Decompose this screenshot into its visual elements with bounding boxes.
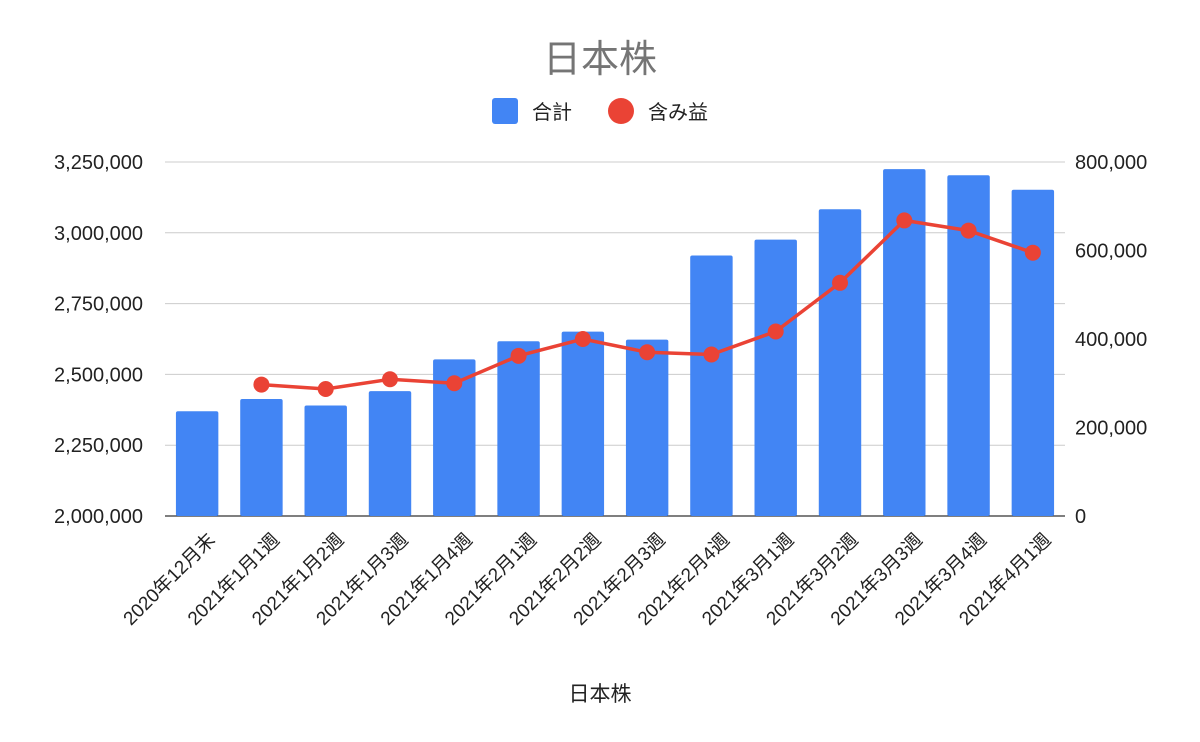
legend-item-total: 合計 <box>492 96 572 125</box>
x-axis-title: 日本株 <box>568 682 632 706</box>
y-right-tick-label: 400,000 <box>1075 329 1147 351</box>
bar <box>240 399 283 516</box>
bar <box>497 341 540 516</box>
bar <box>947 175 990 516</box>
bar <box>1011 189 1055 516</box>
line-point <box>446 375 463 392</box>
y-right-tick-label: 0 <box>1075 506 1086 528</box>
legend-swatch-unrealized <box>608 97 634 124</box>
bar <box>304 405 347 516</box>
y-left-tick-label: 3,250,000 <box>54 152 143 174</box>
y-right-tick-label: 600,000 <box>1075 241 1147 263</box>
y-left-tick-label: 3,000,000 <box>54 223 143 245</box>
line-point <box>703 346 720 363</box>
bar <box>433 359 476 516</box>
y-right-tick-label: 800,000 <box>1075 152 1147 174</box>
bar <box>625 339 669 516</box>
bar <box>175 411 219 516</box>
line-point <box>896 212 913 229</box>
y-left-tick-label: 2,500,000 <box>54 364 143 386</box>
y-right-tick-label: 200,000 <box>1075 418 1147 440</box>
legend-item-unrealized: 含み益 <box>608 96 708 125</box>
line-point <box>574 331 591 347</box>
line-point <box>317 381 334 398</box>
legend-label-unrealized: 含み益 <box>648 100 708 124</box>
y-left-tick-label: 2,250,000 <box>54 435 143 457</box>
line-point <box>253 376 270 393</box>
line-point <box>382 371 398 388</box>
legend-label-total: 合計 <box>532 100 572 124</box>
line-point <box>960 222 977 239</box>
bar <box>690 255 733 516</box>
line-point <box>767 323 784 340</box>
legend: 合計 含み益 <box>0 96 1200 125</box>
bar <box>561 331 605 516</box>
line-point <box>510 347 527 364</box>
line-point <box>832 274 848 291</box>
line-point <box>1024 244 1041 261</box>
chart-title: 日本株 <box>542 37 657 81</box>
legend-swatch-total <box>492 97 518 124</box>
bar <box>883 169 926 516</box>
bar <box>818 209 862 516</box>
y-left-tick-label: 2,750,000 <box>54 294 143 316</box>
y-left-tick-label: 2,000,000 <box>54 506 143 528</box>
bar <box>368 391 412 516</box>
line-point <box>639 344 656 361</box>
bar <box>754 239 797 516</box>
